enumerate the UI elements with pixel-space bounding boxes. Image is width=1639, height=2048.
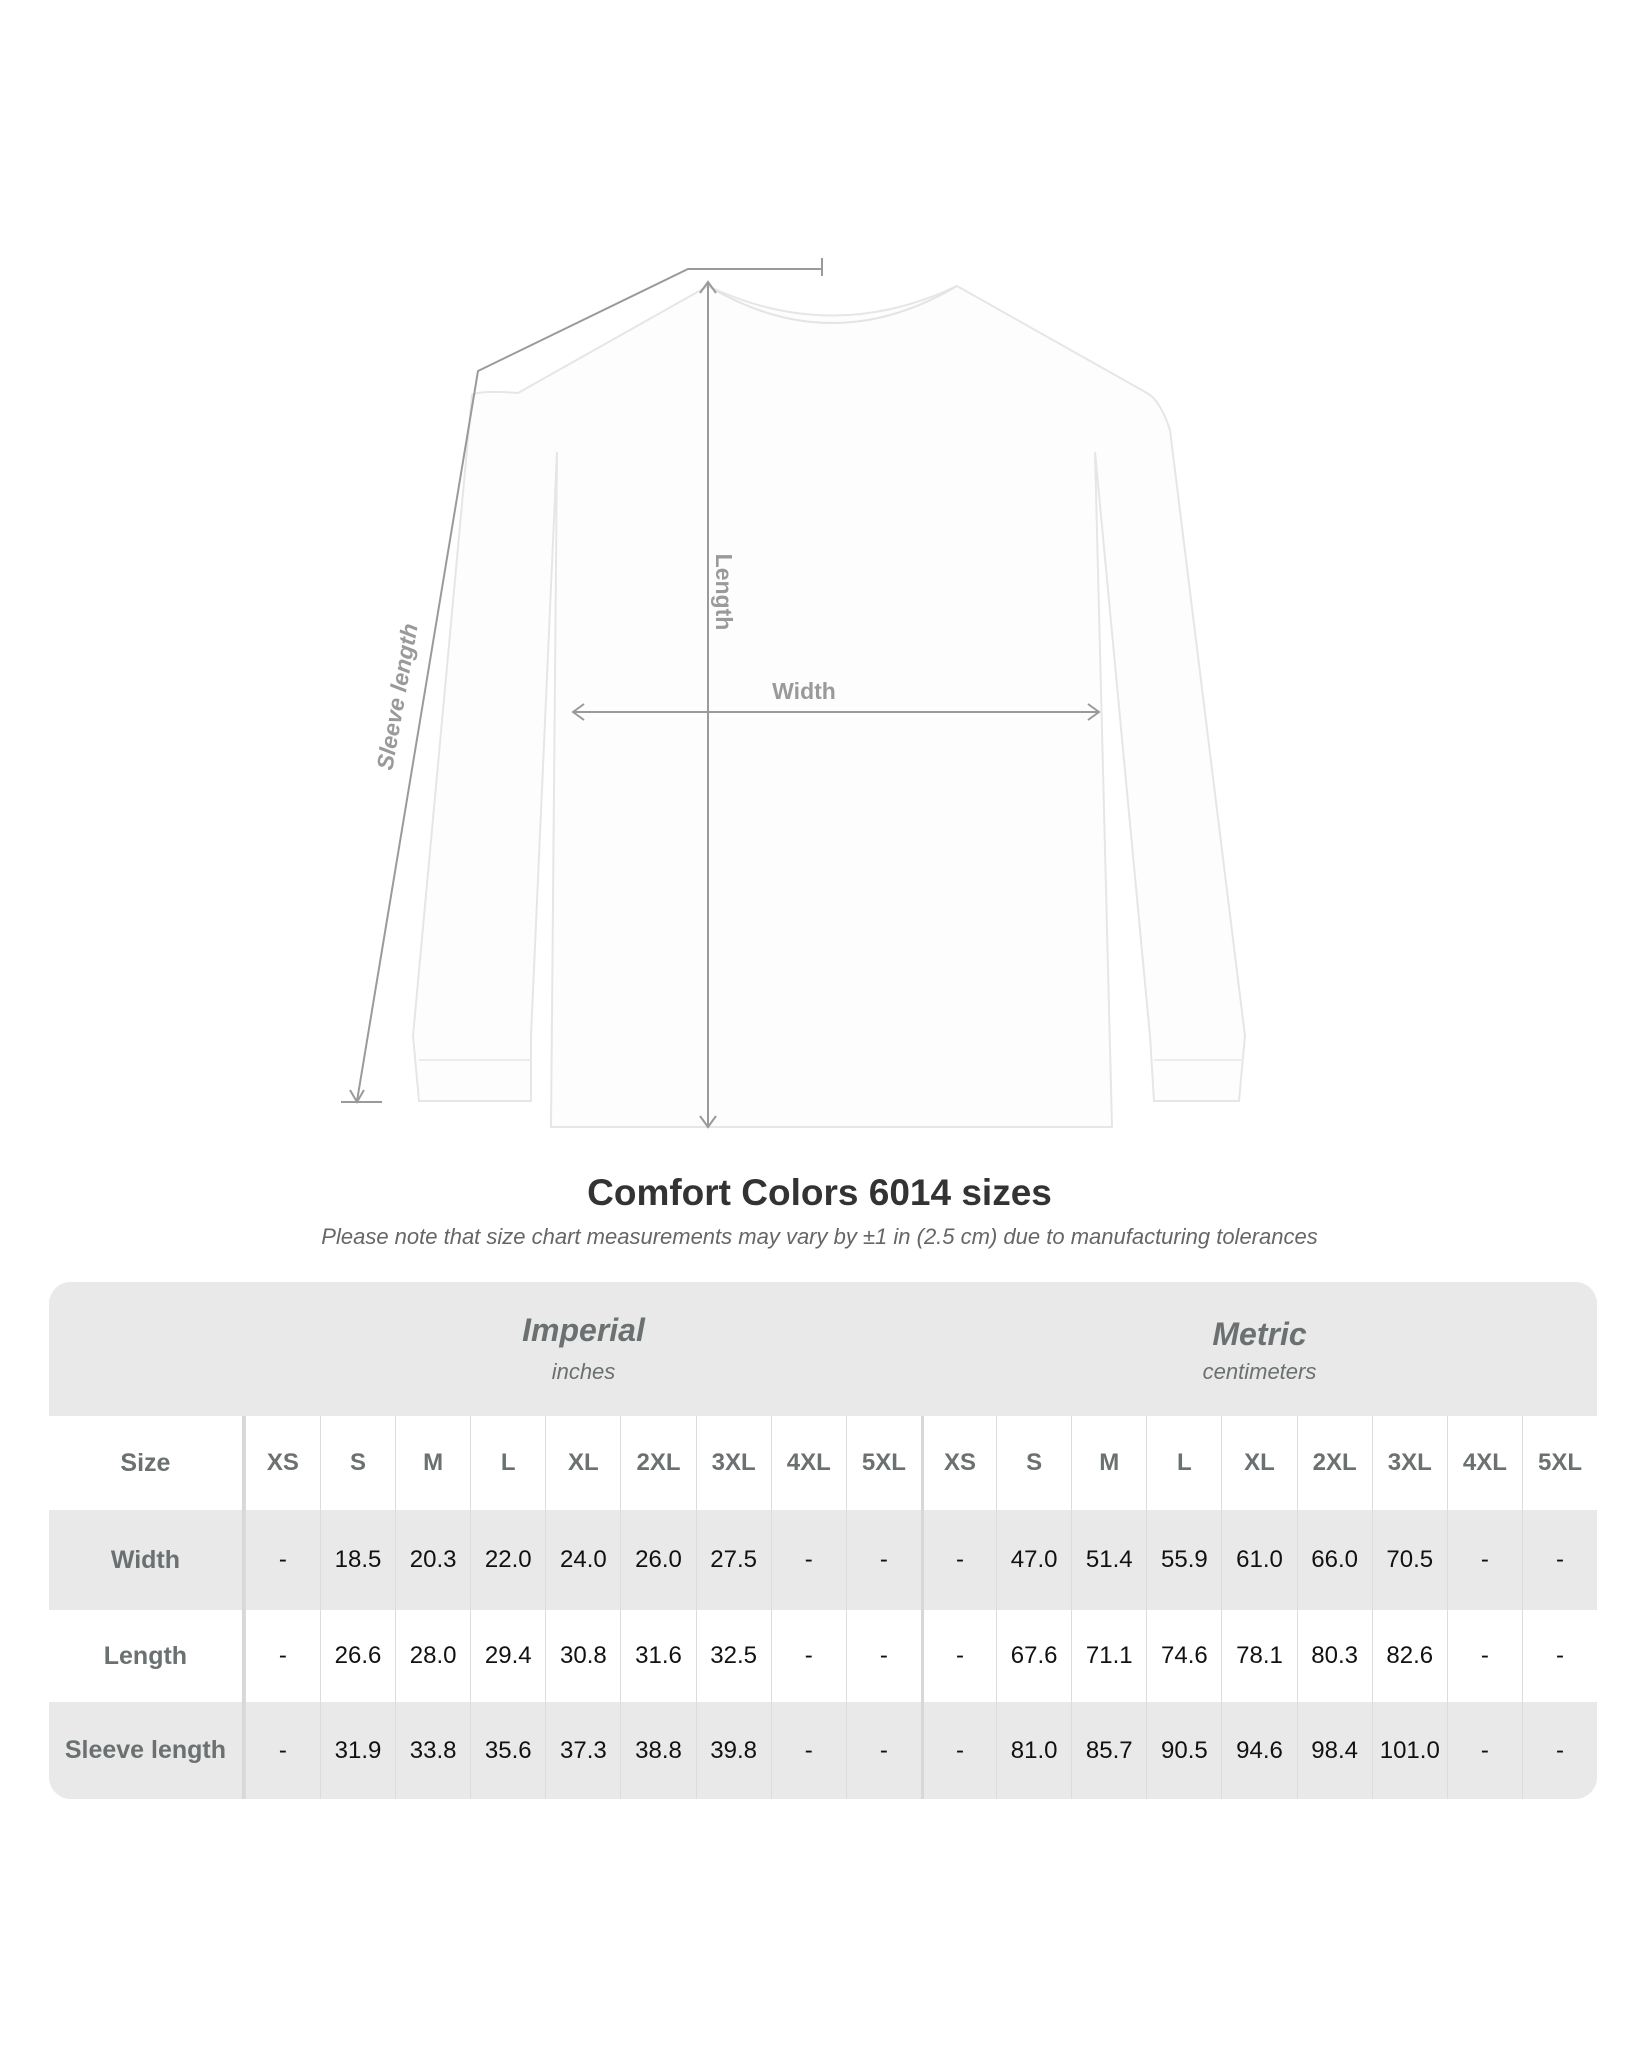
metric-value-cell: - [920,1702,996,1799]
metric-value-cell: 70.5 [1371,1510,1447,1610]
imperial-value-cell: 39.8 [695,1702,771,1799]
length-label: Length [711,554,737,631]
metric-value-cell: 61.0 [1221,1510,1296,1610]
metric-value-cell: 98.4 [1296,1702,1372,1799]
unit-header [49,1282,1597,1416]
imperial-value-cell: 30.8 [545,1610,620,1702]
imperial-unit: inches [551,1359,616,1384]
imperial-value-cell: - [845,1510,921,1610]
imperial-value-cell: 26.6 [319,1610,395,1702]
imperial-size-M: M [395,1416,470,1510]
imperial-size-XS: XS [244,1416,320,1510]
imperial-value-cell: 26.0 [620,1510,695,1610]
metric-value-cell: - [1446,1610,1522,1702]
metric-value-cell: 55.9 [1146,1510,1221,1610]
imperial-value-cell: 33.8 [395,1702,470,1799]
metric-value-cell: 85.7 [1071,1702,1146,1799]
metric-size-2XL: 2XL [1296,1416,1372,1510]
metric-size-XL: XL [1221,1416,1296,1510]
imperial-value-cell: 18.5 [319,1510,395,1610]
metric-value-cell: - [920,1510,996,1610]
width-line [571,703,1101,721]
imperial-value-cell: - [244,1510,320,1610]
sleeve-length-arrow-end [341,1089,382,1104]
metric-title: Metric [1212,1316,1307,1352]
metric-value-cell: - [1521,1510,1597,1610]
metric-value-cell: 47.0 [996,1510,1071,1610]
metric-size-S: S [996,1416,1071,1510]
imperial-value-cell: 29.4 [470,1610,545,1702]
imperial-value-cell: 24.0 [545,1510,620,1610]
imperial-value-cell: 31.9 [319,1702,395,1799]
page-title: Comfort Colors 6014 sizes [587,1172,1052,1213]
tolerance-note: Please note that size chart measurements… [321,1224,1318,1249]
imperial-value-cell: 20.3 [395,1510,470,1610]
imperial-value-cell: - [770,1510,846,1610]
imperial-value-cell: - [244,1702,320,1799]
metric-value-cell: 71.1 [1071,1610,1146,1702]
size-header-row: Size XS S M L XL 2XL 3XL 4XL 5XL XS S M L XL 2XL 3XL 4XL 5… [49,1416,1597,1510]
imperial-value-cell: - [770,1610,846,1702]
metric-value-cell: - [920,1610,996,1702]
shirt-illustration [411,284,1247,1128]
measure-lines [341,258,1101,1129]
metric-size-L: L [1146,1416,1221,1510]
imperial-size-5XL: 5XL [845,1416,921,1510]
sleeve-length-line [356,258,823,1102]
metric-value-cell: 90.5 [1146,1702,1221,1799]
metric-value-cell: - [1521,1610,1597,1702]
metric-value-cell: 82.6 [1371,1610,1447,1702]
imperial-size-3XL: 3XL [695,1416,771,1510]
imperial-value-cell: 28.0 [395,1610,470,1702]
size-table: Imperial inches Metric centimeters Size X… [49,1282,1597,1799]
imperial-value-cell: - [845,1610,921,1702]
imperial-header: Imperial inches [245,1312,922,1385]
imperial-size-XL: XL [545,1416,620,1510]
row-label: Sleeve length [49,1702,245,1799]
imperial-value-cell: - [244,1610,320,1702]
imperial-value-cell: - [845,1702,921,1799]
metric-value-cell: 78.1 [1221,1610,1296,1702]
metric-size-5XL: 5XL [1521,1416,1597,1510]
imperial-size-4XL: 4XL [770,1416,846,1510]
imperial-value-cell: 22.0 [470,1510,545,1610]
metric-value-cell: 80.3 [1296,1610,1372,1702]
metric-size-XS: XS [920,1416,996,1510]
metric-value-cell: 94.6 [1221,1702,1296,1799]
imperial-value-cell: - [770,1702,846,1799]
imperial-title: Imperial [522,1312,645,1348]
metric-header: Metric centimeters [922,1316,1597,1385]
imperial-value-cell: 31.6 [620,1610,695,1702]
metric-value-cell: 67.6 [996,1610,1071,1702]
length-line [699,280,717,1129]
metric-value-cell: - [1446,1702,1522,1799]
metric-value-cell: - [1521,1702,1597,1799]
metric-value-cell: 51.4 [1071,1510,1146,1610]
imperial-value-cell: 37.3 [545,1702,620,1799]
metric-size-4XL: 4XL [1446,1416,1522,1510]
imperial-value-cell: 35.6 [470,1702,545,1799]
metric-size-3XL: 3XL [1371,1416,1447,1510]
metric-value-cell: 66.0 [1296,1510,1372,1610]
metric-value-cell: 81.0 [996,1702,1071,1799]
metric-value-cell: 74.6 [1146,1610,1221,1702]
imperial-value-cell: 27.5 [695,1510,771,1610]
imperial-size-S: S [319,1416,395,1510]
size-label: Size [49,1416,245,1510]
table-row: Width -18.5 20.3 22.0 24.0 26.0 27.5- - -47.0 51.… [49,1510,1597,1610]
imperial-value-cell: 38.8 [620,1702,695,1799]
width-label: Width [772,678,836,704]
metric-value-cell: - [1446,1510,1522,1610]
shirt-measurement-diagram: Length Width Sleeve length [341,258,1247,1129]
table-row: Length -26.6 28.0 29.4 30.8 31.6 32.5- - -67.6 71… [49,1610,1597,1702]
row-label: Length [49,1610,245,1702]
imperial-size-2XL: 2XL [620,1416,695,1510]
imperial-value-cell: 32.5 [695,1610,771,1702]
imperial-size-L: L [470,1416,545,1510]
metric-unit: centimeters [1202,1359,1317,1384]
metric-value-cell: 101.0 [1371,1702,1447,1799]
metric-size-M: M [1071,1416,1146,1510]
table-row: Sleeve length -31.9 33.8 35.6 37.3 38.8 39.8- -… [49,1702,1597,1799]
row-label: Width [49,1510,245,1610]
